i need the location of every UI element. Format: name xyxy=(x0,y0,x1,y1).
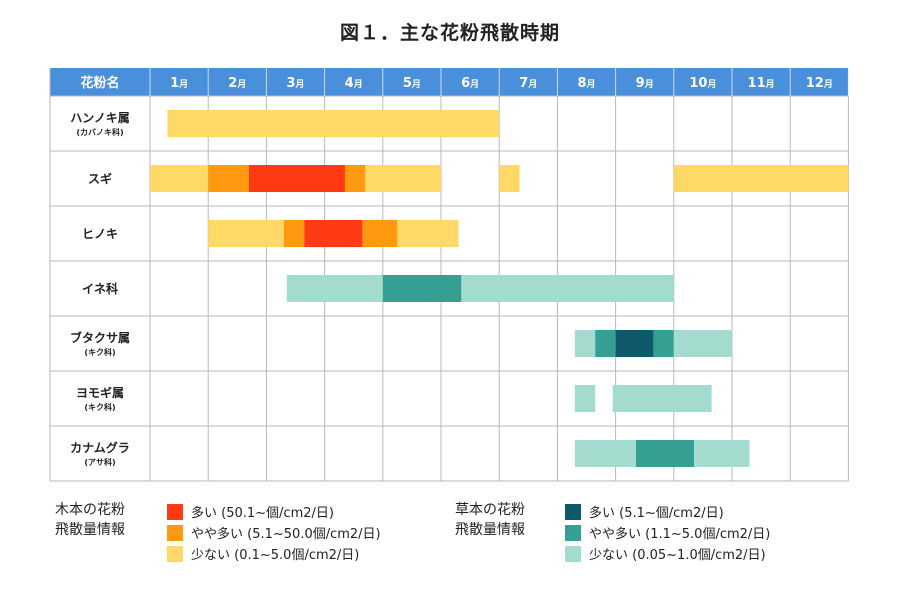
tree-legend-label: やや多い (5.1~50.0個/cm2/日) xyxy=(191,527,381,542)
herb-legend-label: 少ない (0.05~1.0個/cm2/日) xyxy=(589,548,766,563)
bar-segment-tree_low xyxy=(365,165,441,192)
bar-segment-herb_mid xyxy=(382,275,462,302)
herb-legend-item: 少ない (0.05~1.0個/cm2/日) xyxy=(565,543,770,564)
bar-segment-herb_low xyxy=(694,440,750,467)
row-label: スギ xyxy=(88,171,112,186)
header-label: 花粉名 xyxy=(80,75,119,91)
month-header-3: 3月 xyxy=(286,76,304,91)
bar-segment-herb_low xyxy=(574,440,636,467)
month-header-2: 2月 xyxy=(228,76,246,91)
bar-segment-herb_low xyxy=(574,330,596,357)
herb-legend-swatch xyxy=(565,545,581,562)
tree-legend-items: 多い (50.1~個/cm2/日) やや多い (5.1~50.0個/cm2/日) 少… xyxy=(167,501,381,564)
row-label: ハンノキ属 xyxy=(70,111,129,125)
herb-legend-item: やや多い (1.1~5.0個/cm2/日) xyxy=(565,522,770,543)
tree-legend-heading: 木本の花粉 飛散量情報 xyxy=(55,500,165,540)
bar-segment-herb_low xyxy=(574,385,596,412)
herb-legend-item: 多い (5.1~個/cm2/日) xyxy=(565,501,770,522)
tree-legend-heading-line1: 木本の花粉 xyxy=(55,502,125,518)
tree-legend-swatch xyxy=(167,545,183,562)
month-header-10: 10月 xyxy=(689,76,716,91)
row-label: ヨモギ属 xyxy=(76,385,124,400)
bar-segment-herb_low xyxy=(612,385,712,412)
tree-legend-item: 多い (50.1~個/cm2/日) xyxy=(167,501,381,522)
row-label: ブタクサ属 xyxy=(70,330,130,345)
month-header-6: 6月 xyxy=(461,76,479,91)
row-label: イネ科 xyxy=(82,281,118,296)
tree-legend-swatch xyxy=(167,524,183,541)
row-sublabel: (キク科) xyxy=(84,347,115,357)
herb-legend-label: やや多い (1.1~5.0個/cm2/日) xyxy=(589,527,771,542)
bar-segment-tree_low xyxy=(673,165,849,192)
row-label: ヒノキ xyxy=(82,227,118,241)
bar-segment-tree_mid xyxy=(283,220,305,247)
bar-segment-herb_high xyxy=(615,330,654,357)
row-label: カナムグラ xyxy=(70,440,130,455)
month-header-12: 12月 xyxy=(806,76,833,91)
tree-legend-label: 少ない (0.1~5.0個/cm2/日) xyxy=(191,548,360,563)
bar-segment-herb_low xyxy=(286,275,383,302)
month-header-8: 8月 xyxy=(577,76,595,91)
bar-segment-herb_low xyxy=(461,275,674,302)
herb-legend-label: 多い (5.1~個/cm2/日) xyxy=(589,506,724,521)
month-header-4: 4月 xyxy=(345,76,363,91)
tree-legend-heading-line2: 飛散量情報 xyxy=(55,522,125,538)
bar-segment-tree_mid xyxy=(208,165,249,192)
month-header-5: 5月 xyxy=(403,76,421,91)
bar-segment-tree_low xyxy=(150,165,209,192)
herb-legend-heading-line1: 草本の花粉 xyxy=(455,502,525,518)
herb-legend-swatch xyxy=(565,524,581,541)
row-sublabel: (キク科) xyxy=(84,402,115,412)
row-sublabel: (カバノキ科) xyxy=(76,127,123,137)
tree-legend-item: 少ない (0.1~5.0個/cm2/日) xyxy=(167,543,381,564)
bar-segment-tree_high xyxy=(304,220,363,247)
bar-segment-herb_mid xyxy=(595,330,616,357)
herb-legend-items: 多い (5.1~個/cm2/日) やや多い (1.1~5.0個/cm2/日) 少ない… xyxy=(565,501,770,564)
month-header-11: 11月 xyxy=(748,76,775,91)
month-header-7: 7月 xyxy=(519,76,537,91)
herb-legend-swatch xyxy=(565,503,581,520)
bar-segment-herb_low xyxy=(673,330,732,357)
bar-segment-herb_mid xyxy=(653,330,674,357)
bar-segment-tree_high xyxy=(248,165,345,192)
month-header-1: 1月 xyxy=(170,76,188,91)
chart-title: 図１．主な花粉飛散時期 xyxy=(339,22,560,44)
bar-segment-tree_low xyxy=(167,110,500,137)
bar-segment-tree_mid xyxy=(362,220,398,247)
tree-legend-item: やや多い (5.1~50.0個/cm2/日) xyxy=(167,522,381,543)
bar-segment-tree_mid xyxy=(344,165,366,192)
month-header-9: 9月 xyxy=(636,76,654,91)
herb-legend-heading-line2: 飛散量情報 xyxy=(455,522,525,538)
header-band xyxy=(50,68,849,96)
bar-segment-tree_low xyxy=(208,220,284,247)
bar-segment-herb_mid xyxy=(635,440,695,467)
bar-segment-tree_low xyxy=(499,165,520,192)
tree-legend-label: 多い (50.1~個/cm2/日) xyxy=(191,506,334,521)
tree-legend-swatch xyxy=(167,503,183,520)
row-sublabel: (アサ科) xyxy=(84,457,115,467)
bar-segment-tree_low xyxy=(397,220,459,247)
herb-legend-heading: 草本の花粉 飛散量情報 xyxy=(455,500,565,540)
